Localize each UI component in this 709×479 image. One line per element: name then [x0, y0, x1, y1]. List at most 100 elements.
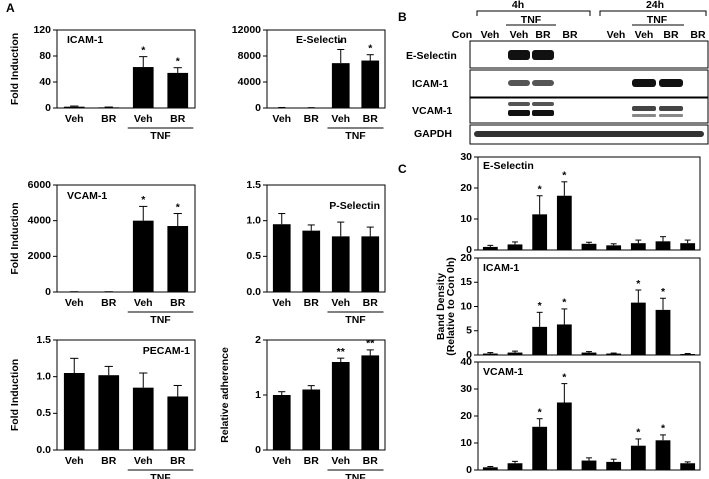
y-axis-label: Band Density: [435, 273, 447, 340]
time-label: 24h: [646, 0, 664, 11]
plot-frame: [266, 29, 386, 109]
x-tick-label: BR: [304, 113, 320, 125]
y-axis-label: Fold Induction: [9, 33, 21, 105]
bracket: [476, 10, 707, 16]
x-tick-label: Veh: [65, 113, 84, 125]
x-tick-label: Veh: [134, 455, 153, 467]
bar: [98, 375, 120, 450]
chart-title: P-Selectin: [329, 200, 380, 212]
y-tick-label: 8000: [238, 50, 262, 62]
bar: [507, 463, 523, 470]
lane-label: Veh: [607, 29, 626, 41]
significance: *: [141, 44, 146, 56]
panel-label: A: [6, 1, 15, 15]
bar: [331, 63, 350, 108]
bar: [655, 241, 671, 250]
bar: [482, 467, 498, 470]
y-tick-label: 1.0: [246, 214, 261, 226]
y-tick-label: 12000: [232, 24, 261, 36]
y-tick-label: 40: [460, 356, 472, 368]
significance: *: [562, 371, 567, 383]
y-tick-label: 10: [460, 437, 472, 449]
bar: [361, 355, 380, 450]
chart-title: ICAM-1: [67, 34, 103, 46]
significance: *: [661, 423, 666, 435]
bar: [680, 463, 696, 470]
y-tick-label: 20: [460, 410, 472, 422]
blot-row-label: VCAM-1: [412, 105, 452, 117]
y-axis-label: Relative adherence: [219, 347, 231, 443]
bar: [331, 362, 350, 450]
y-tick-label: 20: [460, 252, 472, 264]
bar: [606, 353, 622, 355]
blot-row-label: ICAM-1: [412, 78, 448, 90]
significance: *: [636, 427, 641, 439]
blot-band: [474, 50, 704, 137]
y-axis-label: Fold Induction: [9, 202, 21, 274]
bar: [680, 243, 696, 250]
bar: [272, 395, 291, 450]
x-tick-label: Veh: [331, 113, 350, 125]
bar: [556, 324, 572, 355]
y-tick-label: 15: [460, 276, 472, 288]
y-tick-label: 4000: [238, 76, 262, 88]
x-tick-label: Veh: [272, 113, 291, 125]
x-tick-label: BR: [170, 455, 186, 467]
y-tick-label: 2: [255, 334, 261, 346]
x-tick-label: BR: [170, 113, 186, 125]
panel-label: B: [398, 10, 407, 24]
bar: [482, 353, 498, 355]
x-tick-label: BR: [304, 297, 320, 309]
bar: [63, 106, 85, 108]
bar: [630, 243, 646, 250]
significance: *: [176, 201, 181, 213]
lane-label: Veh: [635, 29, 654, 41]
y-tick-label: 6000: [28, 179, 52, 191]
bar: [556, 402, 572, 470]
bar: [167, 396, 189, 450]
bar: [167, 72, 189, 108]
x-tick-label: BR: [101, 455, 117, 467]
y-axis-label: (Relative to Con 0h): [445, 257, 457, 356]
bar: [272, 224, 291, 292]
y-tick-label: 1.5: [36, 334, 51, 346]
bar: [507, 244, 523, 250]
chart-title: VCAM-1: [67, 190, 107, 202]
bar: [556, 195, 572, 250]
lane-label: BR: [562, 29, 578, 41]
x-tick-label: BR: [101, 297, 117, 309]
time-label: 4h: [512, 0, 524, 11]
chart-title: ICAM-1: [483, 262, 519, 274]
chart-title: PECAM-1: [143, 345, 190, 357]
x-tick-label: Veh: [331, 297, 350, 309]
bar: [581, 243, 597, 250]
bar: [98, 107, 120, 108]
bar: [361, 60, 380, 108]
y-tick-label: 0.5: [36, 407, 51, 419]
plot-frame: [56, 184, 196, 293]
y-tick-label: 120: [33, 24, 51, 36]
significance: *: [176, 55, 181, 67]
x-tick-label: Veh: [65, 455, 84, 467]
y-tick-label: 0.0: [246, 286, 261, 298]
group-label: TNF: [150, 472, 171, 479]
group-label: TNF: [150, 130, 171, 142]
significance: *: [636, 278, 641, 290]
x-tick-label: Veh: [134, 113, 153, 125]
x-tick-label: BR: [363, 113, 379, 125]
x-tick-label: Veh: [331, 455, 350, 467]
x-tick-label: BR: [170, 297, 186, 309]
blot-row-label: GAPDH: [414, 128, 452, 140]
significance: *: [538, 406, 543, 418]
y-tick-label: 10: [460, 213, 472, 225]
plot-frame: [266, 184, 386, 293]
bar: [302, 230, 321, 292]
chart-title: E-Selectin: [296, 34, 347, 46]
y-tick-label: 30: [460, 383, 472, 395]
significance: *: [562, 170, 567, 182]
significance: **: [337, 346, 346, 358]
y-tick-label: 0: [466, 244, 472, 256]
lane-label: Con: [452, 29, 472, 41]
chart-title: E-Selectin: [483, 160, 534, 172]
bar: [581, 352, 597, 355]
